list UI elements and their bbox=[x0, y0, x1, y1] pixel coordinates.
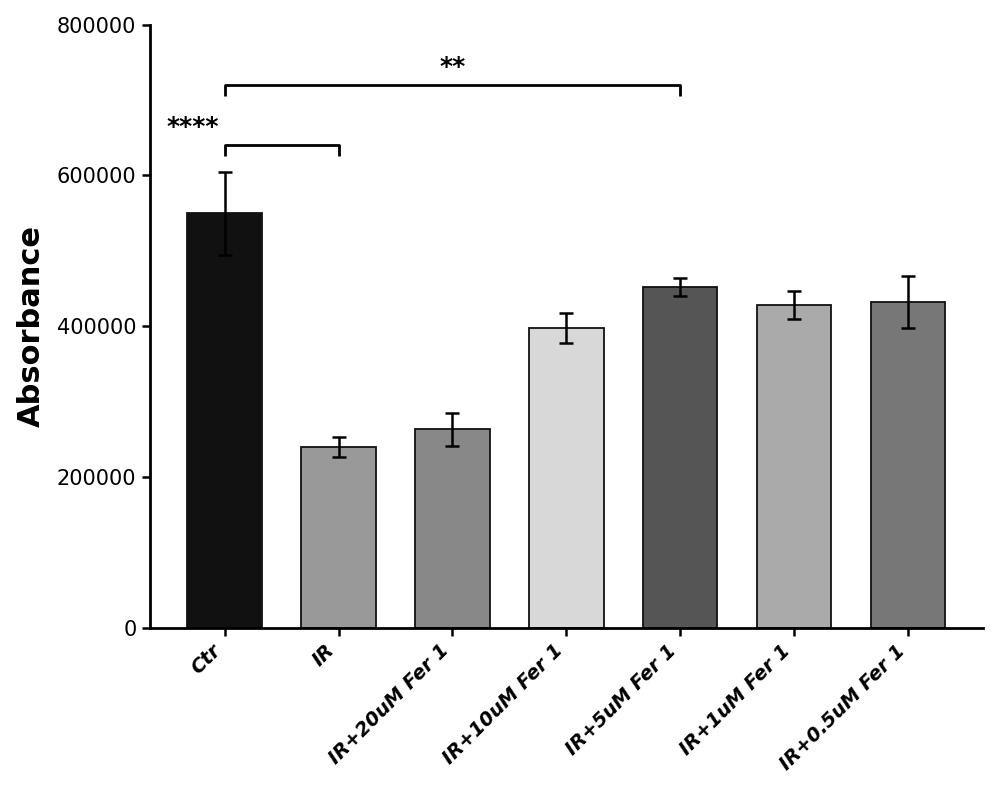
Bar bbox=[871, 302, 945, 627]
Text: **: ** bbox=[439, 55, 466, 79]
Text: ****: **** bbox=[166, 115, 219, 139]
Y-axis label: Absorbance: Absorbance bbox=[17, 225, 46, 427]
Bar bbox=[529, 329, 604, 627]
Bar bbox=[301, 447, 376, 627]
Bar bbox=[643, 287, 717, 627]
Bar bbox=[187, 213, 262, 627]
Bar bbox=[415, 430, 490, 627]
Bar bbox=[757, 305, 831, 627]
